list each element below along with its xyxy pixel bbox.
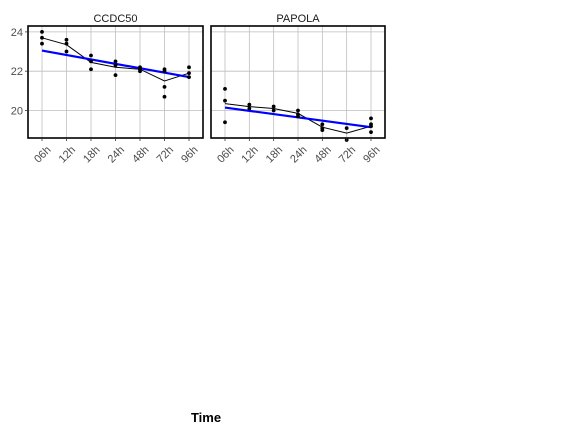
x-tick-label: 12h bbox=[239, 144, 260, 165]
data-point bbox=[40, 42, 44, 46]
data-point bbox=[369, 130, 373, 134]
x-tick-label: 18h bbox=[81, 144, 102, 165]
y-tick-label: 20 bbox=[11, 105, 23, 117]
data-point bbox=[114, 73, 118, 77]
data-point bbox=[320, 122, 324, 126]
data-point bbox=[272, 109, 276, 113]
x-tick-label: 72h bbox=[155, 144, 176, 165]
x-tick-label: 24h bbox=[288, 144, 309, 165]
panel-ccdc50: CCDC50 06h 12h 18h 24h 48h 72h 96h 20 22 24 bbox=[11, 10, 203, 166]
panel-papola: PAPOLA 06h 12h 18h 24h 48h 72h 96h bbox=[211, 10, 385, 166]
x-tick-label: 12h bbox=[57, 144, 78, 165]
x-tick-label: 06h bbox=[32, 144, 53, 165]
panel-title: PAPOLA bbox=[276, 13, 320, 25]
data-point bbox=[40, 30, 44, 34]
data-point bbox=[296, 109, 300, 113]
data-point bbox=[114, 59, 118, 63]
data-point bbox=[272, 105, 276, 109]
x-axis-title: Time bbox=[191, 410, 221, 425]
data-point bbox=[163, 95, 167, 99]
x-tick-label: 24h bbox=[106, 144, 127, 165]
data-point bbox=[247, 107, 251, 111]
x-tick-label: 96h bbox=[361, 144, 382, 165]
data-point bbox=[40, 36, 44, 40]
data-point bbox=[187, 75, 191, 79]
data-point bbox=[223, 120, 227, 124]
data-point bbox=[138, 69, 142, 73]
data-point bbox=[65, 50, 69, 54]
data-point bbox=[247, 103, 251, 107]
panel-title: CCDC50 bbox=[93, 13, 137, 25]
data-point bbox=[223, 87, 227, 91]
x-tick-label: 18h bbox=[264, 144, 285, 165]
x-tick-label: 48h bbox=[130, 144, 151, 165]
data-point bbox=[114, 63, 118, 67]
data-point bbox=[345, 126, 349, 130]
x-tick-label: 96h bbox=[179, 144, 200, 165]
y-tick-label: 24 bbox=[11, 27, 23, 39]
data-point bbox=[223, 99, 227, 103]
data-point bbox=[163, 69, 167, 73]
x-tick-label: 48h bbox=[312, 144, 333, 165]
x-tick-label: 72h bbox=[337, 144, 358, 165]
data-point bbox=[65, 38, 69, 42]
data-point bbox=[369, 116, 373, 120]
data-point bbox=[163, 85, 167, 89]
data-point bbox=[296, 114, 300, 118]
data-point bbox=[89, 54, 93, 58]
y-tick-label: 22 bbox=[11, 66, 23, 78]
data-point bbox=[320, 128, 324, 132]
data-point bbox=[187, 65, 191, 69]
data-point bbox=[65, 42, 69, 46]
x-tick-label: 06h bbox=[215, 144, 236, 165]
data-point bbox=[89, 59, 93, 63]
data-point bbox=[187, 71, 191, 75]
data-point bbox=[369, 124, 373, 128]
data-point bbox=[89, 67, 93, 71]
